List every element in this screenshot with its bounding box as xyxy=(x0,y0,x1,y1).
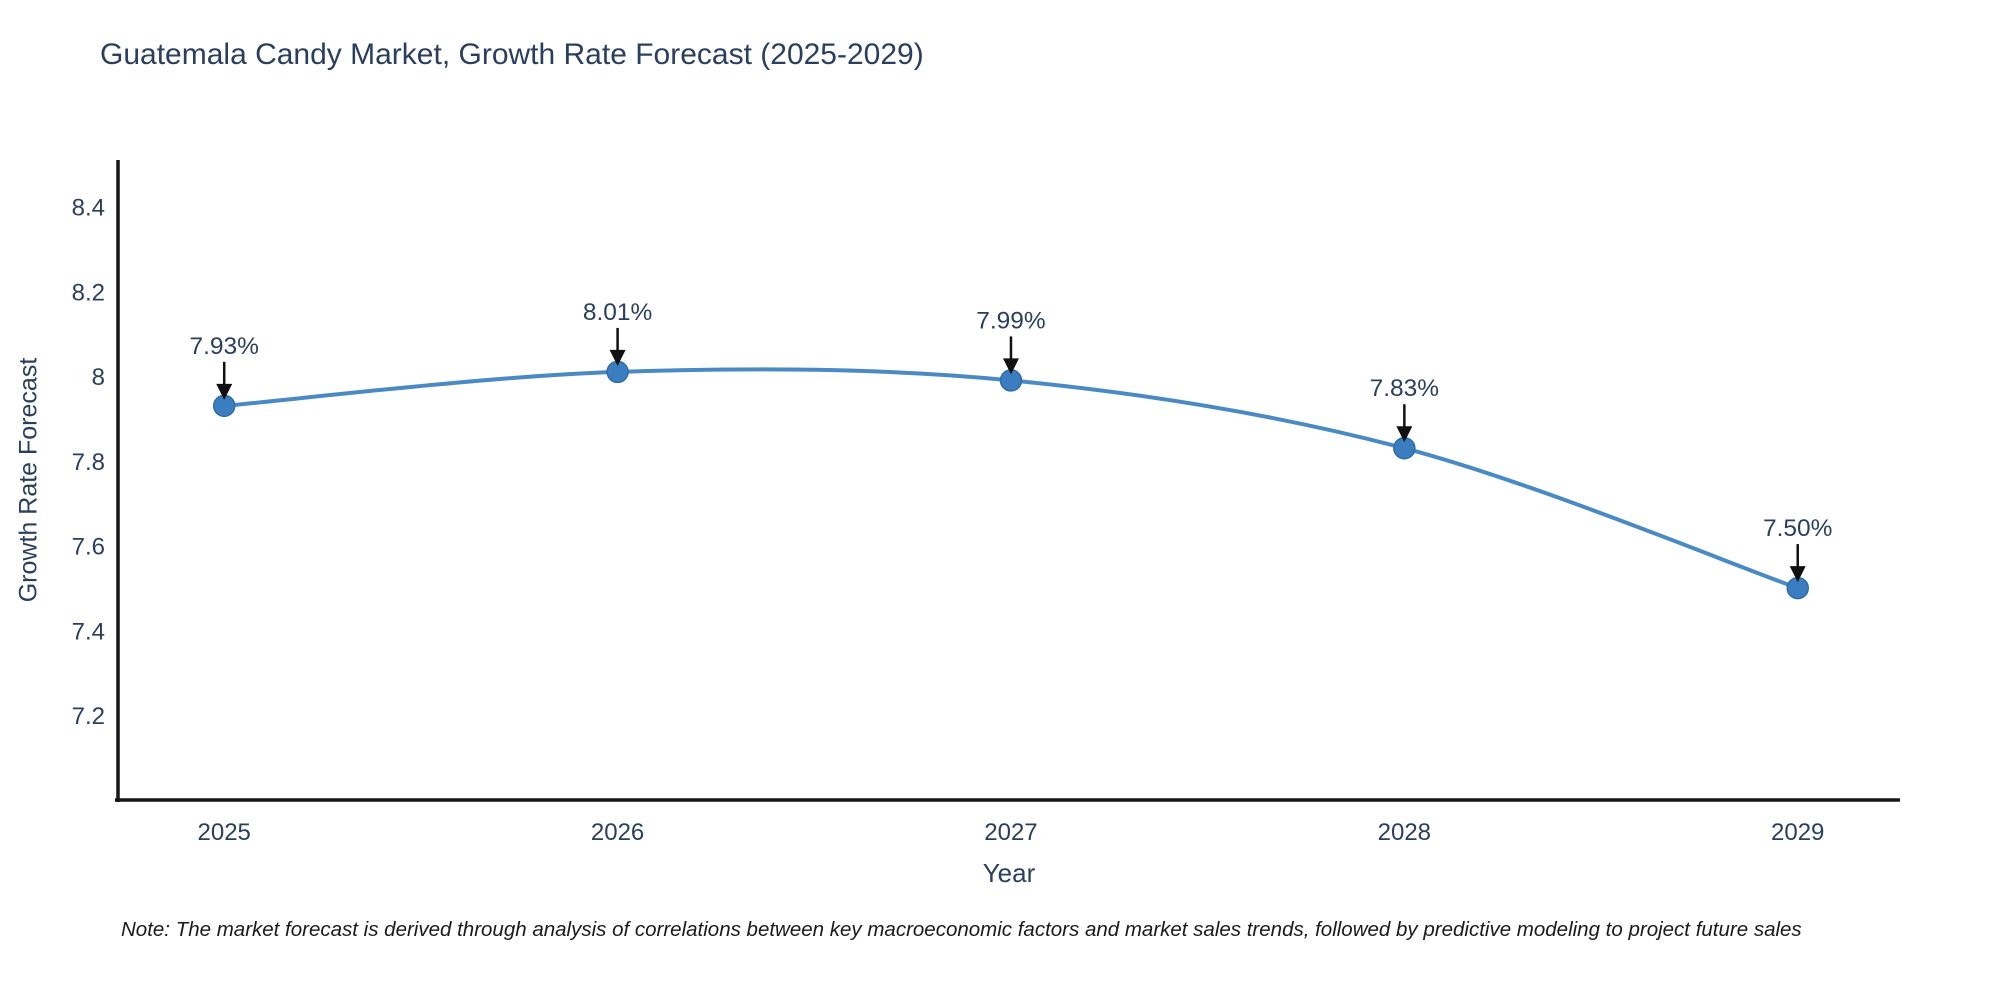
x-tick-label: 2027 xyxy=(984,819,1037,846)
y-tick-label: 8.4 xyxy=(72,195,105,222)
data-point-label: 7.93% xyxy=(189,333,258,360)
x-tick-label: 2025 xyxy=(198,819,251,846)
data-point-label: 8.01% xyxy=(583,299,652,326)
x-tick-label: 2028 xyxy=(1378,819,1431,846)
data-point-label: 7.50% xyxy=(1763,515,1832,542)
y-tick-label: 7.2 xyxy=(72,703,105,730)
forecast-line xyxy=(224,367,1799,590)
chart-title: Guatemala Candy Market, Growth Rate Fore… xyxy=(100,38,924,71)
data-point-label: 7.99% xyxy=(976,307,1045,334)
annotation-arrowhead xyxy=(1789,566,1806,583)
y-tick-label: 8.2 xyxy=(72,279,105,306)
annotation-arrowhead xyxy=(1002,358,1019,375)
x-tick-label: 2026 xyxy=(591,819,644,846)
annotation-arrowhead xyxy=(216,383,233,400)
y-tick-label: 7.8 xyxy=(72,449,105,476)
y-tick-label: 8 xyxy=(92,364,105,391)
annotation-arrowhead xyxy=(609,349,626,366)
data-point-label: 7.83% xyxy=(1370,375,1439,402)
x-tick-label: 2029 xyxy=(1771,819,1824,846)
annotation-arrowhead xyxy=(1396,426,1413,443)
x-axis-title: Year xyxy=(982,858,1036,888)
footnote: Note: The market forecast is derived thr… xyxy=(121,918,1802,941)
y-tick-label: 7.6 xyxy=(72,534,105,561)
y-tick-label: 7.4 xyxy=(72,618,105,645)
